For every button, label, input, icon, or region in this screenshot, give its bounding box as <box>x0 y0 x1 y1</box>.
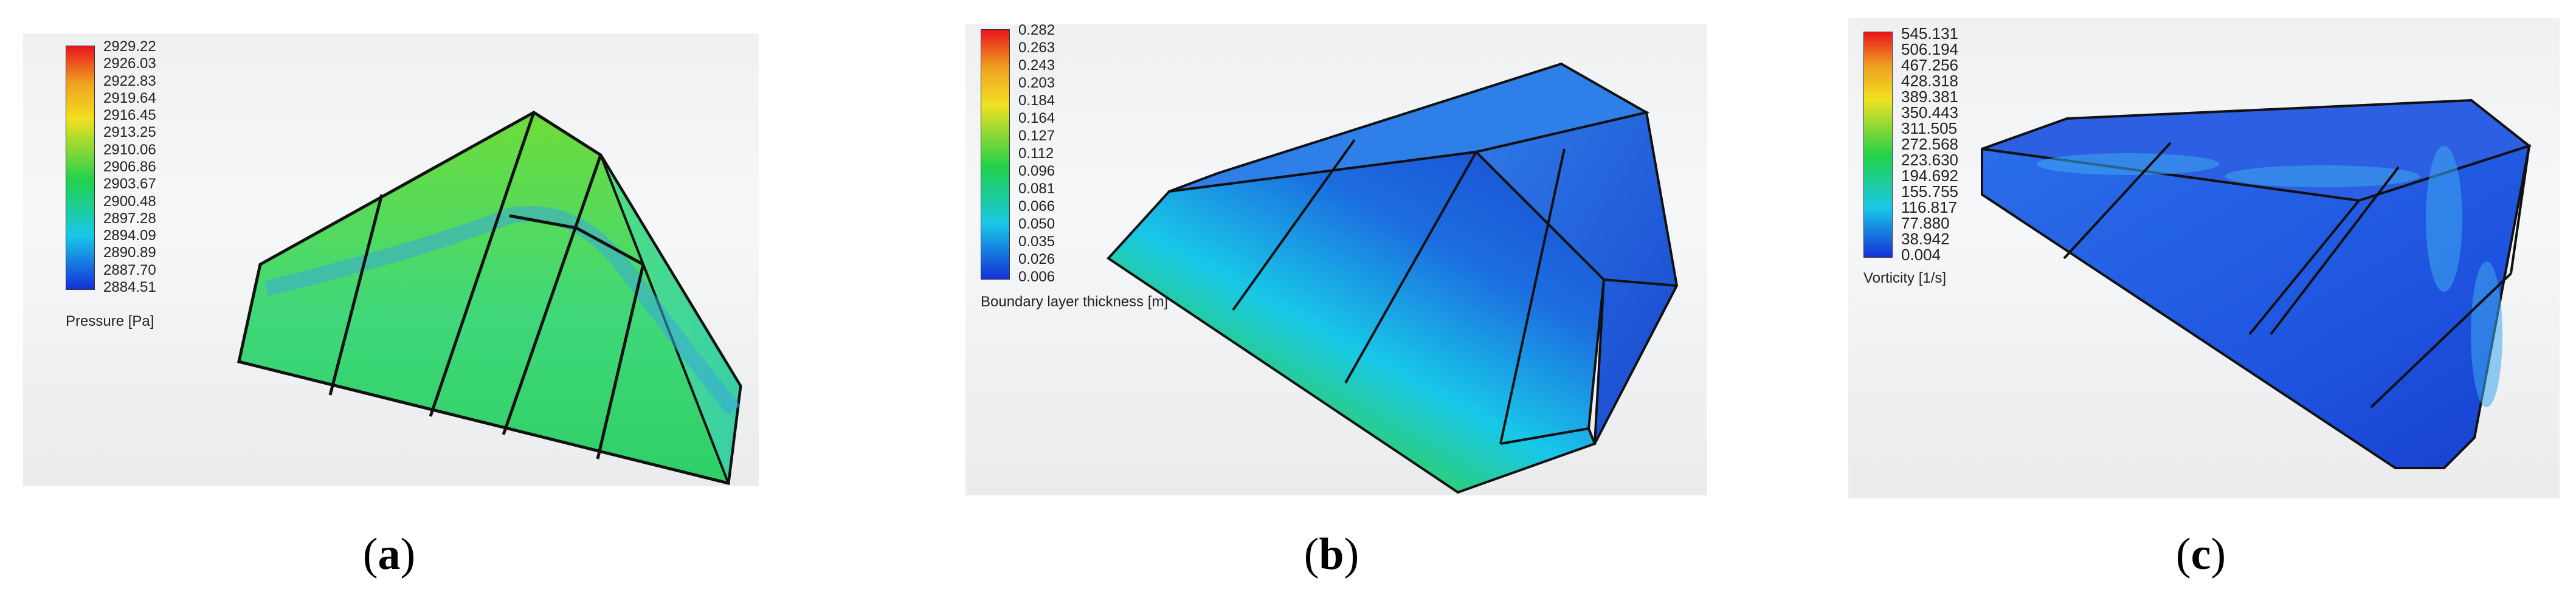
legend-tick-labels: 545.131 506.194 467.256 428.318 389.381 350.4… <box>1901 26 1958 263</box>
legend-boundary-layer: 0.282 0.263 0.243 0.203 0.184 0.164 0.127 0.112… <box>981 24 1236 333</box>
legend-tick-label: 155.755 <box>1901 182 1958 201</box>
boundary-layer-contour-model <box>1106 62 1679 494</box>
legend-tick-label: 2929.22 <box>103 38 156 55</box>
legend-tick-label: 272.568 <box>1901 135 1958 153</box>
legend-tick-label: 0.184 <box>1018 92 1055 109</box>
legend-tick-label: 0.026 <box>1018 251 1055 267</box>
legend-tick-label: 0.203 <box>1018 75 1055 91</box>
legend-tick-label: 2887.70 <box>103 261 156 278</box>
legend-color-bar <box>1863 32 1893 258</box>
boundary-layer-right-face <box>1474 111 1679 444</box>
legend-tick-label: 2913.25 <box>103 124 156 141</box>
boundary-layer-front-face <box>1106 150 1606 494</box>
legend-tick-label: 2884.51 <box>103 278 156 295</box>
legend-tick-label: 0.127 <box>1018 128 1055 144</box>
caption-b: (b) <box>1304 529 1359 579</box>
legend-tick-label: 0.081 <box>1018 181 1055 197</box>
legend-tick-label: 223.630 <box>1901 151 1958 169</box>
pressure-contour-model <box>237 111 742 486</box>
legend-tick-label: 311.505 <box>1901 119 1958 137</box>
panel-b-boundary-layer: 0.282 0.263 0.243 0.203 0.184 0.164 0.127 0.112… <box>965 24 1707 495</box>
legend-pressure: 2929.22 2926.03 2922.83 2919.64 2916.45 2913.… <box>66 40 309 349</box>
legend-tick-label: 2900.48 <box>103 193 156 210</box>
legend-tick-label: 0.112 <box>1018 145 1054 162</box>
legend-tick-label: 2916.45 <box>103 107 156 124</box>
legend-tick-label: 506.194 <box>1901 40 1958 58</box>
legend-title: Pressure [Pa] <box>66 313 154 329</box>
legend-tick-label: 0.004 <box>1901 246 1941 264</box>
legend-tick-label: 2919.64 <box>103 89 156 106</box>
legend-tick-label: 2926.03 <box>103 55 156 72</box>
legend-title: Vorticity [1/s] <box>1863 270 1947 286</box>
legend-tick-label: 0.035 <box>1018 233 1055 250</box>
legend-tick-label: 194.692 <box>1901 167 1958 185</box>
caption-c: (c) <box>2175 529 2226 579</box>
legend-tick-label: 545.131 <box>1901 24 1958 43</box>
vorticity-contour-model <box>1981 98 2532 469</box>
legend-tick-label: 0.282 <box>1018 24 1055 38</box>
legend-tick-labels: 2929.22 2926.03 2922.83 2919.64 2916.45 2913.… <box>103 40 156 295</box>
legend-tick-label: 0.164 <box>1018 110 1055 126</box>
legend-tick-label: 0.243 <box>1018 57 1055 74</box>
legend-vorticity: 545.131 506.194 467.256 428.318 389.381 350.4… <box>1863 26 2119 336</box>
legend-tick-label: 2890.89 <box>103 244 156 261</box>
legend-tick-label: 0.096 <box>1018 163 1055 179</box>
legend-color-bar <box>981 29 1010 280</box>
legend-tick-label: 428.318 <box>1901 72 1958 90</box>
legend-tick-label: 0.263 <box>1018 40 1055 56</box>
legend-tick-label: 2903.67 <box>103 176 156 193</box>
legend-tick-label: 467.256 <box>1901 56 1958 74</box>
legend-tick-label: 77.880 <box>1901 214 1950 232</box>
legend-tick-label: 389.381 <box>1901 88 1958 106</box>
legend-tick-labels: 0.282 0.263 0.243 0.203 0.184 0.164 0.127 0.112… <box>1018 24 1055 284</box>
panel-c-vorticity: 545.131 506.194 467.256 428.318 389.381 350.4… <box>1848 18 2560 498</box>
legend-tick-label: 38.942 <box>1901 230 1950 248</box>
legend-title: Boundary layer thickness [m] <box>981 294 1169 310</box>
legend-tick-label: 2922.83 <box>103 72 156 89</box>
legend-tick-label: 2894.09 <box>103 227 156 244</box>
caption-a: (a) <box>362 529 416 579</box>
pressure-low-streak <box>264 205 741 416</box>
legend-tick-label: 0.066 <box>1018 198 1055 215</box>
legend-tick-label: 0.050 <box>1018 216 1055 232</box>
legend-tick-label: 2910.06 <box>103 141 156 158</box>
legend-color-bar <box>66 46 95 290</box>
legend-tick-label: 2906.86 <box>103 158 156 175</box>
legend-tick-label: 2897.28 <box>103 210 156 227</box>
legend-tick-label: 0.006 <box>1018 269 1055 285</box>
panel-a-pressure: 2929.22 2926.03 2922.83 2919.64 2916.45 2913.… <box>23 33 759 486</box>
legend-tick-label: 350.443 <box>1901 103 1958 122</box>
legend-tick-label: 116.817 <box>1901 198 1958 216</box>
